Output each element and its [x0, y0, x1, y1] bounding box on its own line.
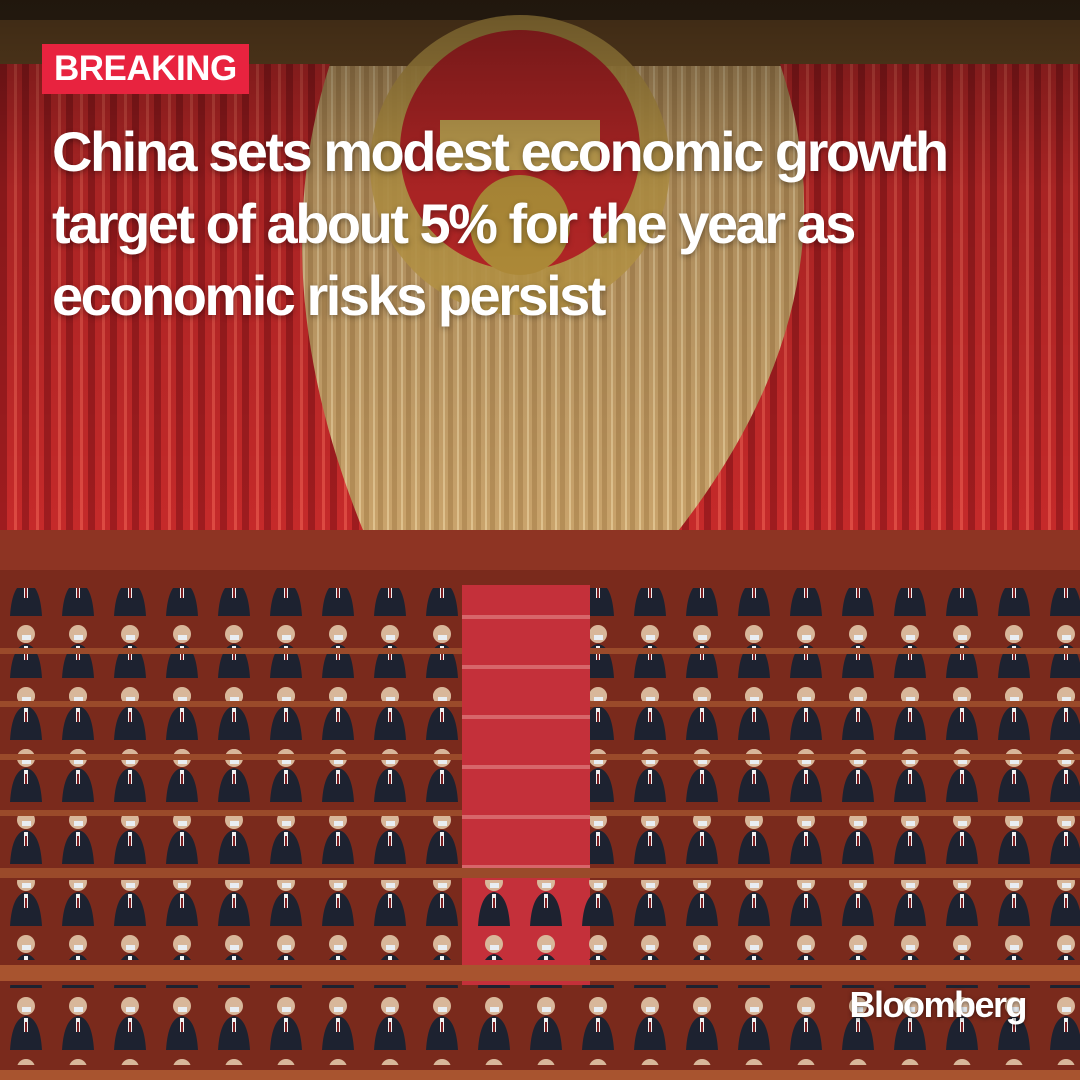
headline: China sets modest economic growth target… — [52, 120, 949, 327]
bloomberg-logo: Bloomberg — [849, 984, 1027, 1025]
breaking-badge: BREAKING — [42, 44, 249, 94]
